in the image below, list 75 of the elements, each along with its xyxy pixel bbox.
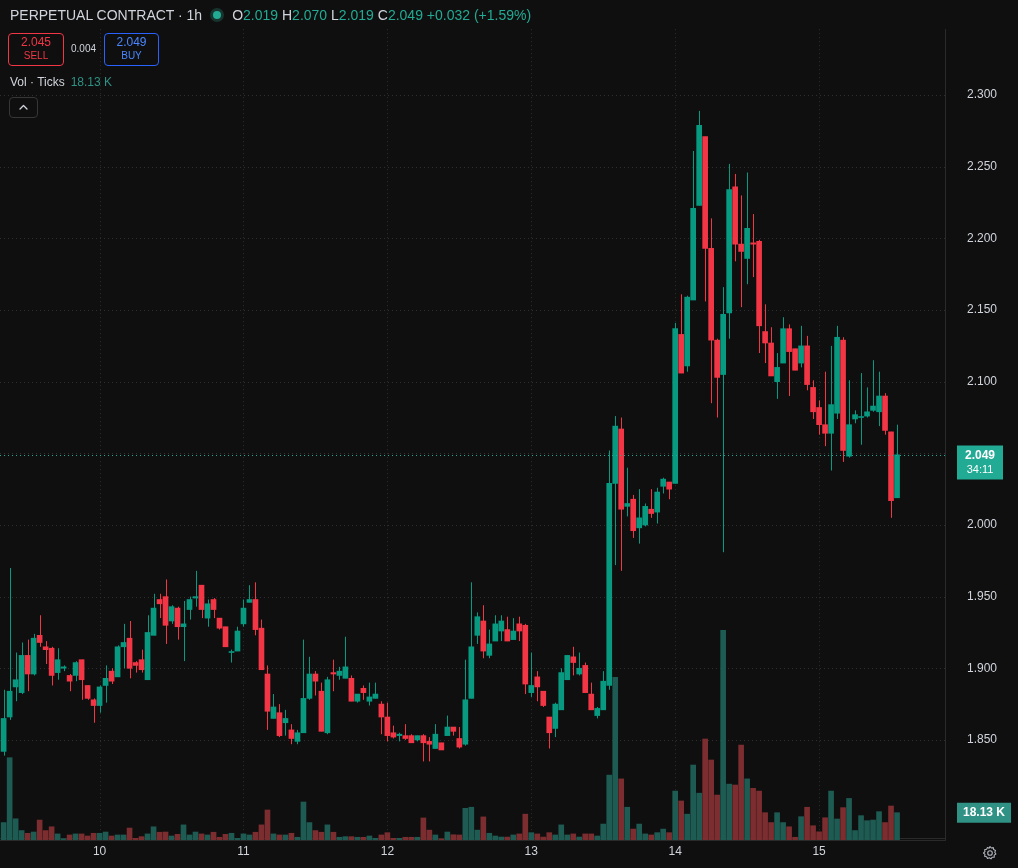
bar [630,828,637,840]
candlestick [474,611,481,645]
bar [678,800,685,840]
candlestick [276,703,283,738]
candlestick [738,194,744,308]
annotation: 2.045 [20,35,52,49]
bar [576,836,583,840]
text: 18.13 K [963,805,1006,820]
sell-button: 2.045 SELL [8,33,64,66]
bar [672,790,679,840]
ref-line-label: 2.049 [964,447,996,462]
bar [894,812,900,840]
candlestick [312,670,319,697]
candlestick [546,716,553,750]
bar [480,816,487,840]
candlestick [576,652,583,676]
x-tick-label: 11 [237,844,251,859]
annotation: BUY [120,49,143,63]
bar [504,836,511,840]
candlestick [654,487,661,525]
candlestick [36,614,43,648]
y-tick-label: 2.250 [967,159,998,174]
buy-button: 2.049 BUY [104,33,159,66]
candlestick [528,652,535,698]
y-tick-label: 2.150 [967,302,998,317]
candlestick [486,629,493,659]
bar [528,832,535,840]
candlestick [510,617,517,641]
bar [648,834,655,840]
candlestick [762,303,768,364]
annotation: SELL [22,49,50,63]
x-tick-label: 10 [92,844,107,859]
candlestick [90,697,97,724]
bar [840,807,846,840]
candlestick [774,352,780,400]
candlestick [864,386,870,419]
candlestick [570,646,577,676]
candlestick [624,467,631,517]
candlestick [504,616,511,642]
x-tick-label: 15 [812,844,827,859]
bar [744,778,750,840]
y-tick-label: 2.300 [967,87,998,102]
candlestick [534,670,541,702]
bar [624,806,631,840]
text: 34:11 [966,462,994,475]
y-tick-label: 1.900 [967,660,998,675]
candlestick [648,488,655,519]
chart-title: PERPETUAL CONTRACT · 1h [10,7,203,23]
text: O2.019 H2.070 L2.019 C2.049 +0.032 (+1.59%) [232,7,532,23]
y-tick-label: 2.100 [967,374,998,389]
bar [798,816,804,840]
candlestick [588,682,595,711]
bar [510,834,517,840]
bar [618,778,625,840]
annotation: 18.13 K [70,75,113,89]
y-tick-label: 2.200 [967,230,998,245]
annotation: 0.004 [71,43,97,54]
y-tick-label: 2.000 [967,517,998,532]
candlestick [72,660,79,682]
bar [396,837,403,840]
bar [348,836,355,840]
candlestick [102,664,109,704]
candlestick [348,674,355,702]
y-tick-label: 1.850 [967,732,998,747]
bar [570,833,577,840]
x-tick-label: 12 [380,844,395,859]
candlestick [186,596,193,621]
bar [666,832,673,840]
x-tick-label: 14 [668,844,683,859]
candlestick [798,325,804,368]
candlestick [210,597,217,619]
y-tick-label: 1.950 [967,588,998,603]
annotation: 2.049 [115,35,148,49]
x-tick-label: 13 [524,844,539,859]
chart-title: Vol · Ticks [10,75,65,89]
